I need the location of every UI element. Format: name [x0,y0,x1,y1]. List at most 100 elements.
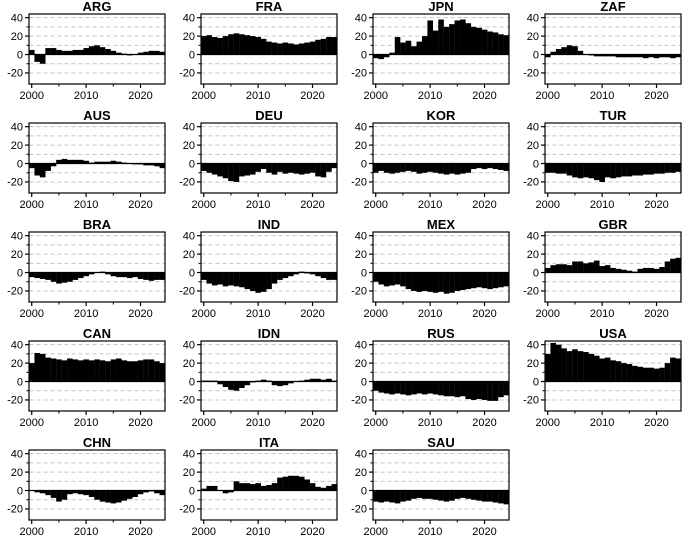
bar [438,272,444,292]
panel-title: ZAF [600,1,625,14]
y-tick-label: 40 [11,448,23,460]
bar [389,381,395,395]
bar [331,37,338,55]
bar [498,272,504,288]
bar [83,272,89,277]
bar [405,272,412,290]
bar [110,50,117,55]
bar [83,359,89,382]
bar [454,381,461,398]
bar [315,378,321,382]
bar [320,272,327,279]
bar [487,490,493,502]
bar [378,381,385,393]
chart-panel-sau: -20 0 20 40 2000 2010 2020 SAU [344,437,516,546]
bar [331,272,338,280]
bar [659,367,665,382]
bar [249,272,256,291]
bar [72,159,79,164]
bar [309,378,316,382]
bar [121,272,128,278]
x-tick-label: 2020 [300,417,324,429]
axis-box [28,449,166,521]
axis-box [200,13,338,85]
panel-title: MEX [427,219,456,232]
y-tick-label: -20 [523,177,539,189]
axis-box [544,13,682,85]
y-tick-label: -20 [7,68,23,80]
bar [492,32,499,55]
bar [465,272,472,290]
bar [664,363,671,382]
x-tick-label: 2010 [246,90,270,102]
bar [94,359,100,382]
panel-title: FRA [256,1,283,14]
bar [217,163,223,177]
bar [476,490,482,501]
axis-box [28,231,166,303]
bar [610,54,616,57]
bar [99,490,106,502]
bar [572,163,578,178]
bar [293,44,300,55]
bar [83,490,89,496]
bar [228,163,234,182]
bar [67,50,73,55]
y-tick-label: -20 [179,395,195,407]
bar [255,163,261,172]
bar [545,163,551,173]
bar [56,272,62,284]
panel-title: GBR [599,219,629,232]
x-tick-label: 2010 [74,526,98,538]
x-tick-label: 2020 [472,90,496,102]
y-tick-label: 0 [533,267,539,279]
y-tick-label: 0 [361,267,367,279]
bar [222,272,229,287]
bar [260,163,267,170]
bar-series [373,490,510,505]
bar [465,490,472,499]
bar [315,39,321,55]
bar [604,54,611,57]
bar [498,34,504,55]
bar [211,163,218,175]
panel-title: CHN [83,437,111,450]
x-tick-label: 2000 [19,308,43,320]
bar [72,359,79,382]
x-tick-label: 2000 [19,417,43,429]
bar [143,490,149,493]
bar [642,54,649,59]
y-tick-label: 40 [527,121,539,133]
bar [309,272,316,275]
bar [304,379,310,382]
bar [326,272,332,280]
bar [326,378,332,382]
chart-panel-usa: -20 0 20 40 2000 2010 2020 USA [516,328,688,437]
bar [39,490,46,494]
bar [400,490,406,502]
bar [282,381,289,386]
bar [498,490,504,504]
bar [642,267,649,273]
bar [304,42,310,55]
y-tick-label: 20 [183,140,195,152]
bar-series [545,257,682,273]
bar [249,36,256,55]
bar [29,363,35,382]
bar [621,163,627,177]
bar [105,49,111,55]
bar [503,163,510,171]
y-tick-label: 40 [527,230,539,242]
bar [481,29,488,55]
bar [29,163,35,169]
bar [373,54,379,59]
bar [572,349,578,382]
x-tick-label: 2020 [644,199,668,211]
bar [206,272,213,284]
bar [427,20,433,55]
bar-chart-rus: -20 0 20 40 2000 2010 2020 RUS [351,328,510,429]
bar [411,163,417,172]
bar [255,483,261,491]
y-tick-label: 20 [355,467,367,479]
x-tick-label: 2000 [191,417,215,429]
